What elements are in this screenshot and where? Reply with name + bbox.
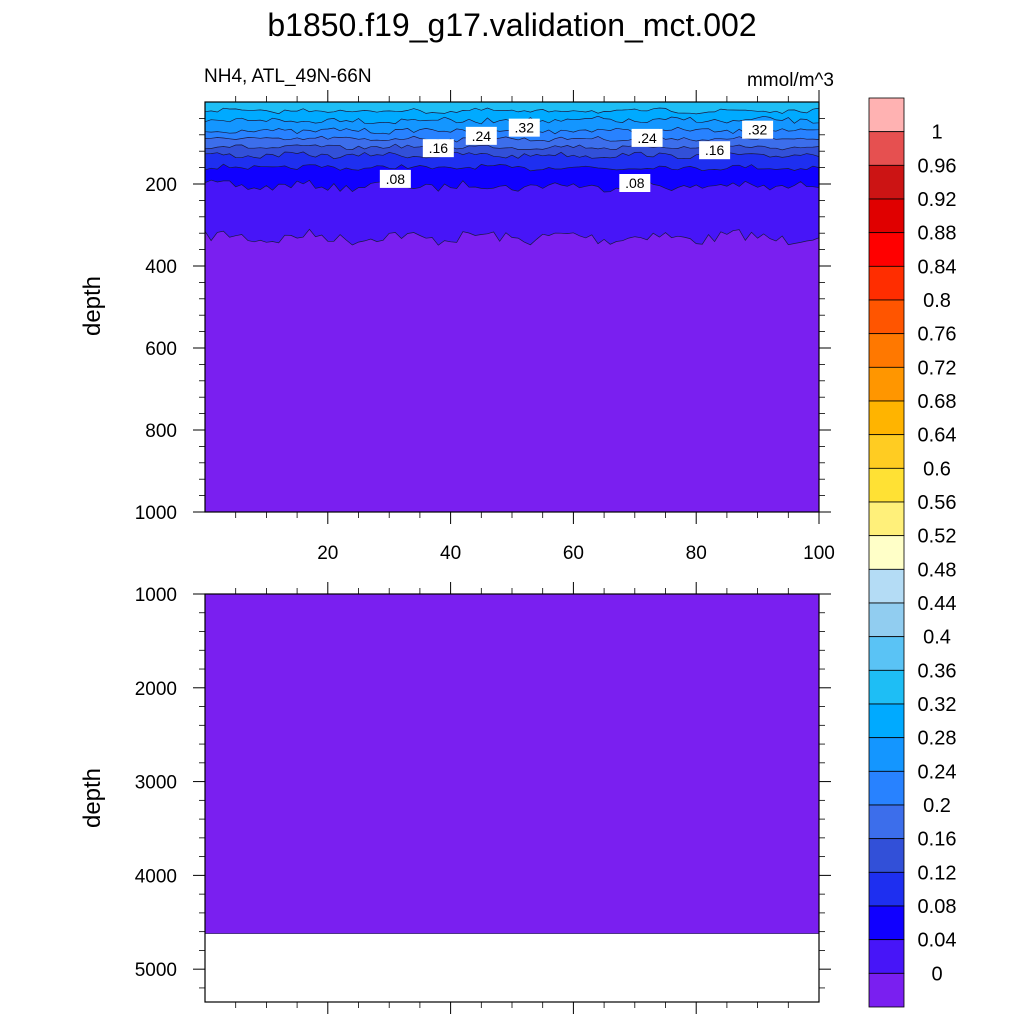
- colorbar-swatch: [868, 972, 905, 1008]
- colorbar-label: 0.92: [918, 189, 957, 211]
- colorbar-swatch: [868, 501, 905, 537]
- colorbar-label: 0.84: [918, 256, 957, 278]
- upper-xtick-label: 20: [317, 543, 338, 564]
- colorbar-label: 0.44: [918, 593, 957, 615]
- colorbar-label: 0.52: [918, 526, 957, 548]
- upper-panel: 200 400 600 800 1000 20 40 60 80 100 .08 .16 .24 .32.…: [135, 90, 835, 564]
- colorbar-label: 0.4: [923, 627, 951, 649]
- contour-label: .24: [472, 128, 492, 144]
- colorbar-swatch: [868, 164, 905, 200]
- colorbar-label: 0.2: [923, 795, 951, 817]
- layer-0.36-0.40: [205, 102, 819, 115]
- colorbar-label: 0.8: [923, 290, 951, 312]
- colorbar-swatch: [868, 265, 905, 301]
- colorbar-label: 0.48: [918, 559, 957, 581]
- upper-ytick-label: 800: [145, 421, 177, 442]
- colorbar-label: 0.76: [918, 324, 957, 346]
- colorbar-swatch: [868, 636, 905, 671]
- colorbar-label: 0.08: [918, 896, 957, 918]
- contour-label-box: [379, 169, 411, 188]
- upper-ytick-label: 400: [145, 257, 177, 278]
- lower-ytick-label: 3000: [135, 773, 177, 794]
- colorbar-swatch: [868, 232, 905, 267]
- colorbar-swatch: [868, 669, 905, 705]
- upper-xtick-label: 60: [563, 543, 584, 564]
- colorbar-label: 0.32: [918, 694, 957, 716]
- colorbar-swatch: [868, 939, 905, 974]
- units-label: mmol/m^3: [747, 70, 834, 91]
- upper-ytick-label: 600: [145, 339, 177, 360]
- contour-label: .16: [705, 142, 725, 158]
- upper-ytick-label: 1000: [135, 503, 177, 524]
- colorbar-swatch: [868, 905, 905, 941]
- colorbar-swatch: [868, 804, 905, 840]
- colorbar-swatch: [868, 871, 905, 907]
- colorbar-label: 0.28: [918, 728, 957, 750]
- upper-xtick-label: 40: [440, 543, 461, 564]
- colorbar-swatch: [868, 131, 905, 166]
- contour-label: .08: [625, 175, 645, 191]
- colorbar-swatch: [868, 198, 905, 234]
- lower-ytick-label: 1000: [135, 585, 177, 606]
- colorbar-swatch: [868, 838, 905, 873]
- contour-label: .08: [386, 171, 406, 187]
- lower-ylabel: depth: [79, 768, 106, 828]
- contour-label-box: [699, 141, 731, 160]
- colorbar-swatch: [868, 737, 905, 772]
- contour-label: .32: [515, 120, 535, 136]
- colorbar-swatch: [868, 97, 905, 133]
- colorbar-label: 0.36: [918, 660, 957, 682]
- contour-label-box: [465, 126, 497, 145]
- colorbar-swatch: [868, 366, 905, 402]
- colorbar-swatch: [868, 770, 905, 806]
- upper-ytick-label: 200: [145, 175, 177, 196]
- lower-ytick-label: 5000: [135, 960, 177, 981]
- contour-label-box: [422, 139, 454, 158]
- upper-xtick-label: 80: [686, 543, 707, 564]
- lower-ytick-label: 2000: [135, 679, 177, 700]
- colorbar-swatch: [868, 535, 905, 570]
- colorbar-label: 0.56: [918, 492, 957, 514]
- colorbar-swatch: [868, 467, 905, 503]
- colorbar-swatch: [868, 568, 905, 604]
- colorbar-label: 0.12: [918, 862, 957, 884]
- colorbar-swatch: [868, 299, 905, 335]
- variable-label: NH4, ATL_49N-66N: [204, 66, 372, 87]
- colorbar-swatch: [868, 400, 905, 436]
- upper-ylabel: depth: [79, 276, 106, 336]
- lower-ytick-label: 4000: [135, 866, 177, 887]
- colorbar-label: 0: [931, 963, 942, 985]
- contour-label-box: [742, 120, 774, 139]
- colorbar-swatch: [868, 333, 905, 368]
- colorbar-label: 1: [931, 122, 942, 144]
- contour-label: .24: [637, 130, 657, 146]
- colorbar-label: 0.88: [918, 223, 957, 245]
- colorbar-label: 0.64: [918, 425, 957, 447]
- colorbar-swatch: [868, 703, 905, 739]
- colorbar-swatch: [868, 602, 905, 638]
- colorbar-label: 0.6: [923, 458, 951, 480]
- colorbar-label: 0.24: [918, 761, 957, 783]
- contour-label-box: [631, 128, 663, 147]
- colorbar-label: 0.72: [918, 357, 957, 379]
- colorbar-label: 0.04: [918, 930, 957, 952]
- lower-fill: [205, 594, 819, 934]
- colorbar-swatch: [868, 434, 905, 469]
- colorbar-label: 0.16: [918, 829, 957, 851]
- colorbar-label: 0.96: [918, 155, 957, 177]
- colorbar-label: 0.68: [918, 391, 957, 413]
- contour-label: .16: [429, 140, 449, 156]
- contour-label-box: [619, 174, 651, 192]
- contour-label: .32: [748, 122, 768, 138]
- contour-label-box: [508, 118, 540, 137]
- lower-panel: 1000 2000 3000 4000 5000: [135, 582, 831, 1014]
- colorbar: 1 0.96 0.92 0.88 0.84 0.8 0.76 0.72 0.68 0.64 0.6 0…: [868, 97, 957, 1008]
- upper-xtick-label: 100: [803, 543, 835, 564]
- chart-title: b1850.f19_g17.validation_mct.002: [267, 7, 756, 43]
